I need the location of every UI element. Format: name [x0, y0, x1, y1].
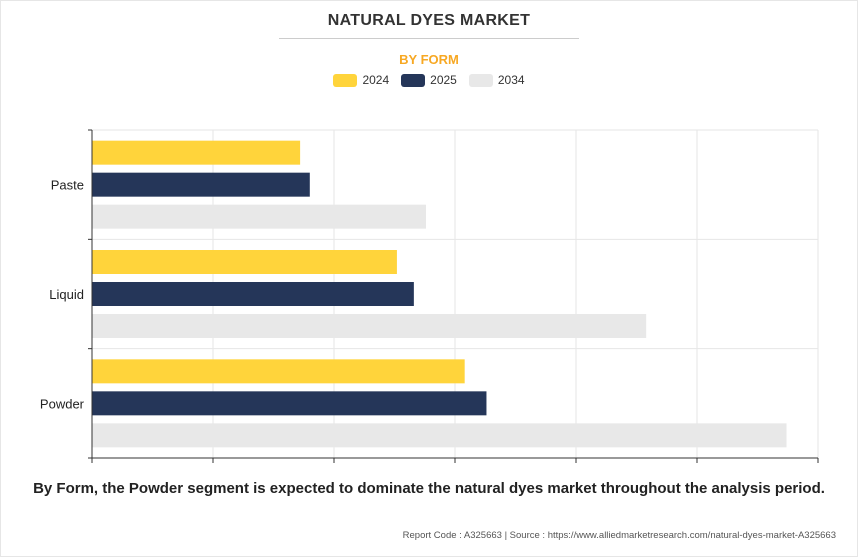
bar-chart: Paste Liquid Powder — [40, 129, 819, 463]
bar-powder-2025 — [92, 391, 487, 416]
bar-liquid-2025 — [92, 282, 414, 306]
legend-item-2025[interactable]: 2025 — [401, 73, 457, 87]
bar-liquid-2034 — [92, 314, 647, 338]
legend-label-2024: 2024 — [362, 73, 390, 87]
legend-swatch-2024 — [333, 73, 358, 87]
bar-powder-2024 — [92, 359, 465, 384]
source-footer: Report Code : A325663 | Source : https:/… — [402, 530, 836, 541]
legend-swatch-2034 — [468, 73, 493, 87]
bar-powder-2034 — [92, 423, 787, 448]
title-divider — [279, 38, 579, 39]
bar-paste-2024 — [92, 140, 301, 165]
bar-liquid-2024 — [92, 250, 397, 274]
chart-caption: By Form, the Powder segment is expected … — [33, 480, 825, 497]
category-label-paste: Paste — [51, 178, 84, 193]
legend-label-2025: 2025 — [430, 73, 457, 87]
bar-paste-2034 — [92, 204, 426, 229]
chart-subtitle: BY FORM — [399, 52, 459, 67]
category-label-liquid: Liquid — [49, 287, 84, 302]
legend: 2024 2025 2034 — [0, 73, 858, 87]
legend-item-2034[interactable]: 2034 — [468, 73, 525, 87]
legend-item-2024[interactable]: 2024 — [333, 73, 389, 87]
chart-title: NATURAL DYES MARKET — [327, 12, 531, 29]
legend-swatch-2025 — [401, 73, 426, 87]
legend-label-2034: 2034 — [497, 73, 525, 87]
bar-paste-2025 — [92, 172, 310, 197]
category-label-powder: Powder — [40, 396, 85, 411]
